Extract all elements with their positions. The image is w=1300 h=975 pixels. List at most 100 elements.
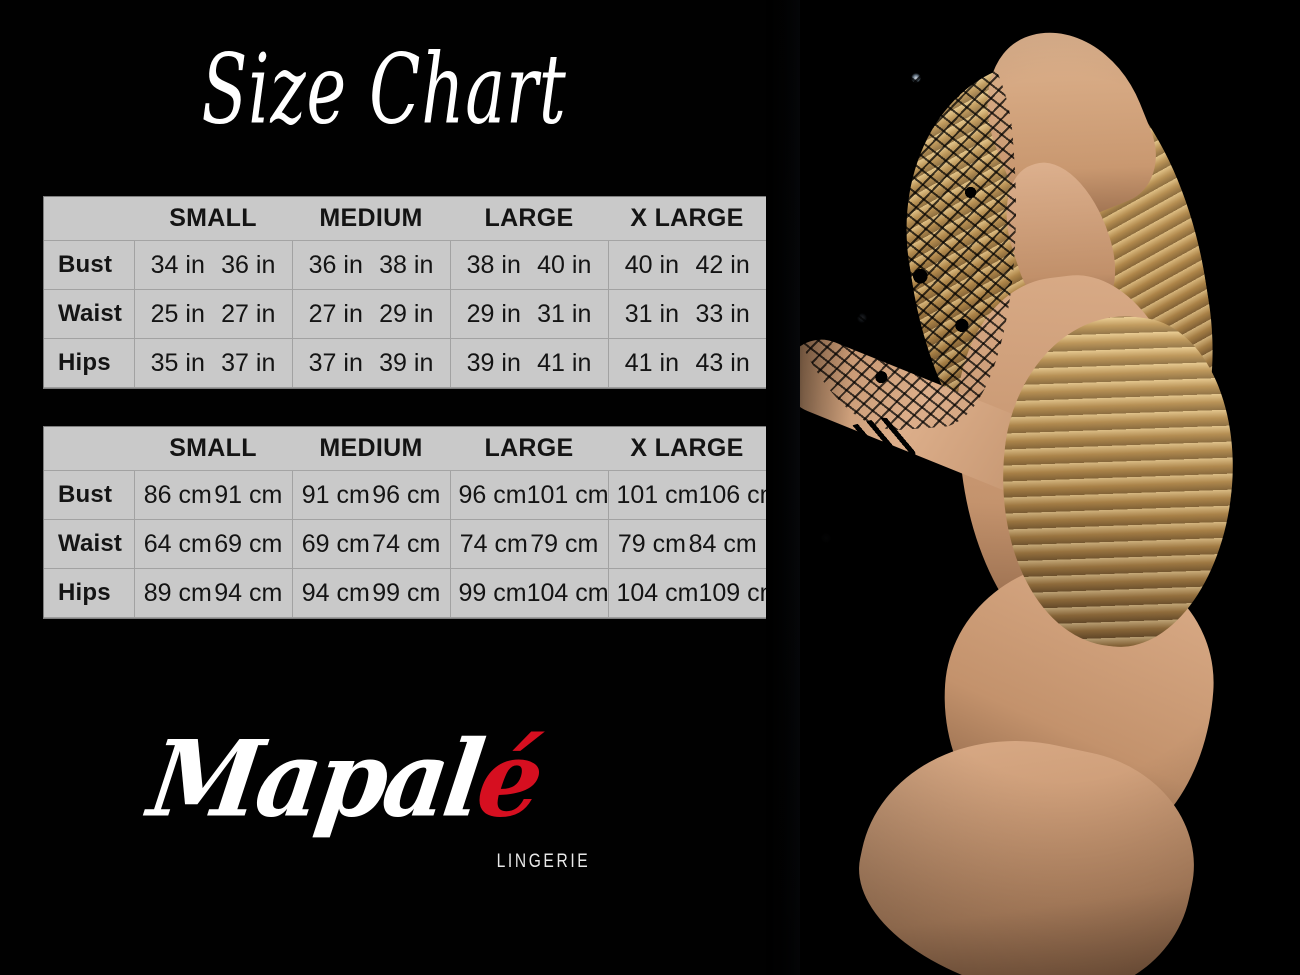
column-header-xlarge-cm: X LARGE (608, 427, 766, 471)
value-max: 41 in (537, 348, 592, 377)
cell-hips-medium-cm: 94 cm 99 cm (291, 568, 451, 618)
value-max: 43 in (695, 348, 750, 377)
table-inches-header: SMALL MEDIUM LARGE X LARGE (44, 197, 766, 241)
value-min: 69 cm (301, 529, 370, 558)
value-max: 42 in (695, 250, 750, 279)
value-max: 99 cm (372, 578, 441, 607)
value-max: 40 in (537, 250, 592, 279)
cell-waist-medium-cm: 69 cm 74 cm (291, 519, 451, 569)
value-min: 36 in (308, 250, 363, 279)
column-header-large-inches: LARGE (450, 197, 608, 241)
value-min: 25 in (150, 299, 205, 328)
value-min: 37 in (308, 348, 363, 377)
cell-waist-xlarge-inches: 31 in 33 in (607, 289, 766, 339)
photo-left-seam (766, 0, 800, 975)
cell-hips-xlarge-inches: 41 in 43 in (607, 338, 766, 388)
cell-hips-small-cm: 89 cm 94 cm (133, 568, 293, 618)
table-cm-body: Bust 86 cm 91 cm 91 cm 96 cm (44, 470, 780, 618)
corner-cell-cm (44, 427, 134, 471)
cell-hips-xlarge-cm: 104 cm 109 cm (607, 568, 780, 618)
cell-bust-small-cm: 86 cm 91 cm (133, 470, 293, 520)
value-max: 96 cm (372, 480, 441, 509)
value-max: 36 in (221, 250, 276, 279)
value-max: 79 cm (530, 529, 599, 558)
value-max: 69 cm (214, 529, 283, 558)
cell-hips-large-inches: 39 in 41 in (449, 338, 609, 388)
column-header-medium-inches: MEDIUM (292, 197, 450, 241)
corner-cell-inches (44, 197, 134, 241)
value-max: 101 cm (526, 480, 609, 509)
row-label-bust-inches: Bust (44, 240, 135, 290)
cell-bust-xlarge-cm: 101 cm 106 cm (607, 470, 780, 520)
value-min: 104 cm (616, 578, 699, 607)
brand-subtitle: LINGERIE (496, 851, 590, 872)
size-table-centimeters: SMALL MEDIUM LARGE X LARGE Bust 86 cm 91… (44, 427, 780, 618)
value-max: 33 in (695, 299, 750, 328)
row-label-waist-cm: Waist (44, 519, 135, 569)
cell-hips-small-inches: 35 in 37 in (133, 338, 293, 388)
column-header-medium-cm: MEDIUM (292, 427, 450, 471)
table-row: Hips 89 cm 94 cm 94 cm 99 cm (44, 568, 780, 618)
brand-logo: Mapalé LINGERIE (142, 714, 590, 894)
cell-waist-small-cm: 64 cm 69 cm (133, 519, 293, 569)
value-min: 41 in (624, 348, 679, 377)
value-min: 89 cm (143, 578, 212, 607)
value-max: 31 in (537, 299, 592, 328)
value-min: 86 cm (143, 480, 212, 509)
value-max: 37 in (221, 348, 276, 377)
model-photo (766, 0, 1300, 975)
table-row: Waist 25 in 27 in 27 in 29 in (44, 289, 766, 339)
table-inches-body: Bust 34 in 36 in 36 in 38 in (44, 240, 766, 388)
page-title: Size Chart (201, 34, 567, 147)
value-max: 38 in (379, 250, 434, 279)
cell-bust-small-inches: 34 in 36 in (133, 240, 293, 290)
value-max: 39 in (379, 348, 434, 377)
cell-hips-medium-inches: 37 in 39 in (291, 338, 451, 388)
column-header-xlarge-inches: X LARGE (608, 197, 766, 241)
table-cm-header: SMALL MEDIUM LARGE X LARGE (44, 427, 766, 471)
value-min: 74 cm (459, 529, 528, 558)
cell-bust-medium-cm: 91 cm 96 cm (291, 470, 451, 520)
table-row: Bust 86 cm 91 cm 91 cm 96 cm (44, 470, 780, 520)
value-max: 29 in (379, 299, 434, 328)
value-min: 79 cm (617, 529, 686, 558)
value-min: 91 cm (301, 480, 370, 509)
value-max: 104 cm (526, 578, 609, 607)
value-min: 31 in (624, 299, 679, 328)
row-label-bust-cm: Bust (44, 470, 135, 520)
value-max: 74 cm (372, 529, 441, 558)
column-header-large-cm: LARGE (450, 427, 608, 471)
column-header-small-inches: SMALL (134, 197, 292, 241)
value-max: 27 in (221, 299, 276, 328)
cell-bust-xlarge-inches: 40 in 42 in (607, 240, 766, 290)
value-max: 84 cm (688, 529, 757, 558)
cell-waist-xlarge-cm: 79 cm 84 cm (607, 519, 766, 569)
value-min: 38 in (466, 250, 521, 279)
value-max: 94 cm (214, 578, 283, 607)
cell-waist-large-inches: 29 in 31 in (449, 289, 609, 339)
cell-bust-large-cm: 96 cm 101 cm (449, 470, 609, 520)
brand-wordmark: Mapalé (140, 711, 601, 858)
cell-waist-medium-inches: 27 in 29 in (291, 289, 451, 339)
cell-waist-small-inches: 25 in 27 in (133, 289, 293, 339)
value-min: 27 in (308, 299, 363, 328)
value-min: 39 in (466, 348, 521, 377)
table-header-row: SMALL MEDIUM LARGE X LARGE (44, 197, 766, 241)
value-min: 64 cm (143, 529, 212, 558)
info-panel: Size Chart SMALL MEDIUM LARGE X LARGE Bu… (44, 34, 781, 894)
cell-hips-large-cm: 99 cm 104 cm (449, 568, 609, 618)
table-row: Hips 35 in 37 in 37 in 39 in (44, 338, 766, 388)
value-max: 91 cm (214, 480, 283, 509)
table-header-row: SMALL MEDIUM LARGE X LARGE (44, 427, 766, 471)
value-min: 101 cm (616, 480, 699, 509)
value-min: 94 cm (301, 578, 370, 607)
row-label-waist-inches: Waist (44, 289, 135, 339)
size-table-inches: SMALL MEDIUM LARGE X LARGE Bust 34 in 36… (44, 197, 766, 388)
value-min: 96 cm (458, 480, 527, 509)
value-min: 99 cm (458, 578, 527, 607)
cell-bust-medium-inches: 36 in 38 in (291, 240, 451, 290)
value-min: 40 in (624, 250, 679, 279)
value-min: 34 in (150, 250, 205, 279)
value-min: 35 in (150, 348, 205, 377)
